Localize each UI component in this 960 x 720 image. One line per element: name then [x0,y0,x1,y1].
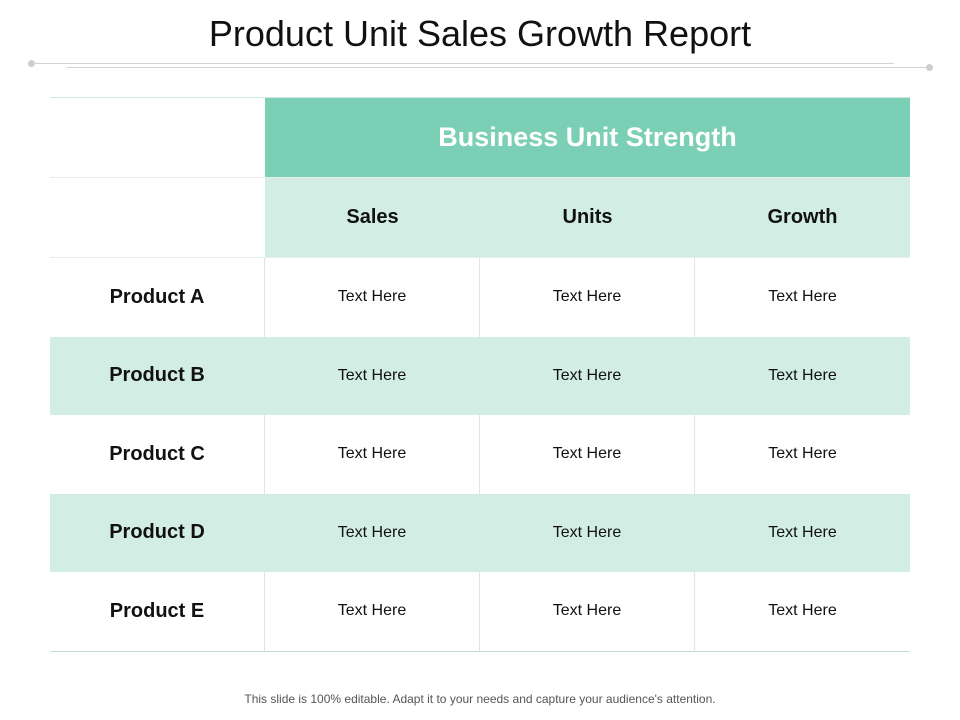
footer-note: This slide is 100% editable. Adapt it to… [244,692,716,706]
table-cell: Text Here [265,415,480,494]
row-label: Product E [50,572,265,651]
column-header-units: Units [480,178,695,257]
table-corner-cell [50,178,265,257]
page-title: Product Unit Sales Growth Report [208,13,752,54]
table-cell: Text Here [768,288,837,306]
column-header-sales: Sales [265,178,480,257]
row-label: Product D [50,493,265,572]
group-header: Business Unit Strength [265,98,910,177]
report-table: Business Unit Strength Sales Units Growt… [50,97,910,652]
decorative-dot [926,64,933,71]
table-cell: Text Here [480,572,695,651]
table-cell: Text Here [265,572,480,651]
table-column-header-row: Sales Units Growth [50,177,910,257]
table-cell: Text Here [695,336,910,415]
table-row: Product D Text Here Text Here Text Here [50,493,910,572]
decorative-dot [28,60,35,67]
table-cell: Text Here [265,258,480,337]
divider-line [66,67,930,68]
table-cell: Text Here [768,602,837,620]
table-row: Product C Text Here Text Here Text Here [50,415,910,494]
table-cell: Text Here [480,336,695,415]
row-label: Product A [50,258,265,337]
table-cell: Text Here [265,336,480,415]
table-row: Product B Text Here Text Here Text Here [50,336,910,415]
row-label: Product C [50,415,265,494]
table-corner-cell [50,98,265,177]
column-header-growth: Growth [695,178,910,257]
table-group-header-row: Business Unit Strength [50,97,910,177]
row-label: Product B [50,336,265,415]
table-cell: Text Here [265,493,480,572]
divider-line [32,63,894,64]
table-row: Product A Text Here Text Here Text Here [50,257,910,337]
table-row: Product E Text Here Text Here Text Here [50,572,910,652]
table-cell: Text Here [768,445,837,463]
table-cell: Text Here [480,258,695,337]
table-cell: Text Here [695,493,910,572]
table-cell: Text Here [480,493,695,572]
table-cell: Text Here [480,415,695,494]
